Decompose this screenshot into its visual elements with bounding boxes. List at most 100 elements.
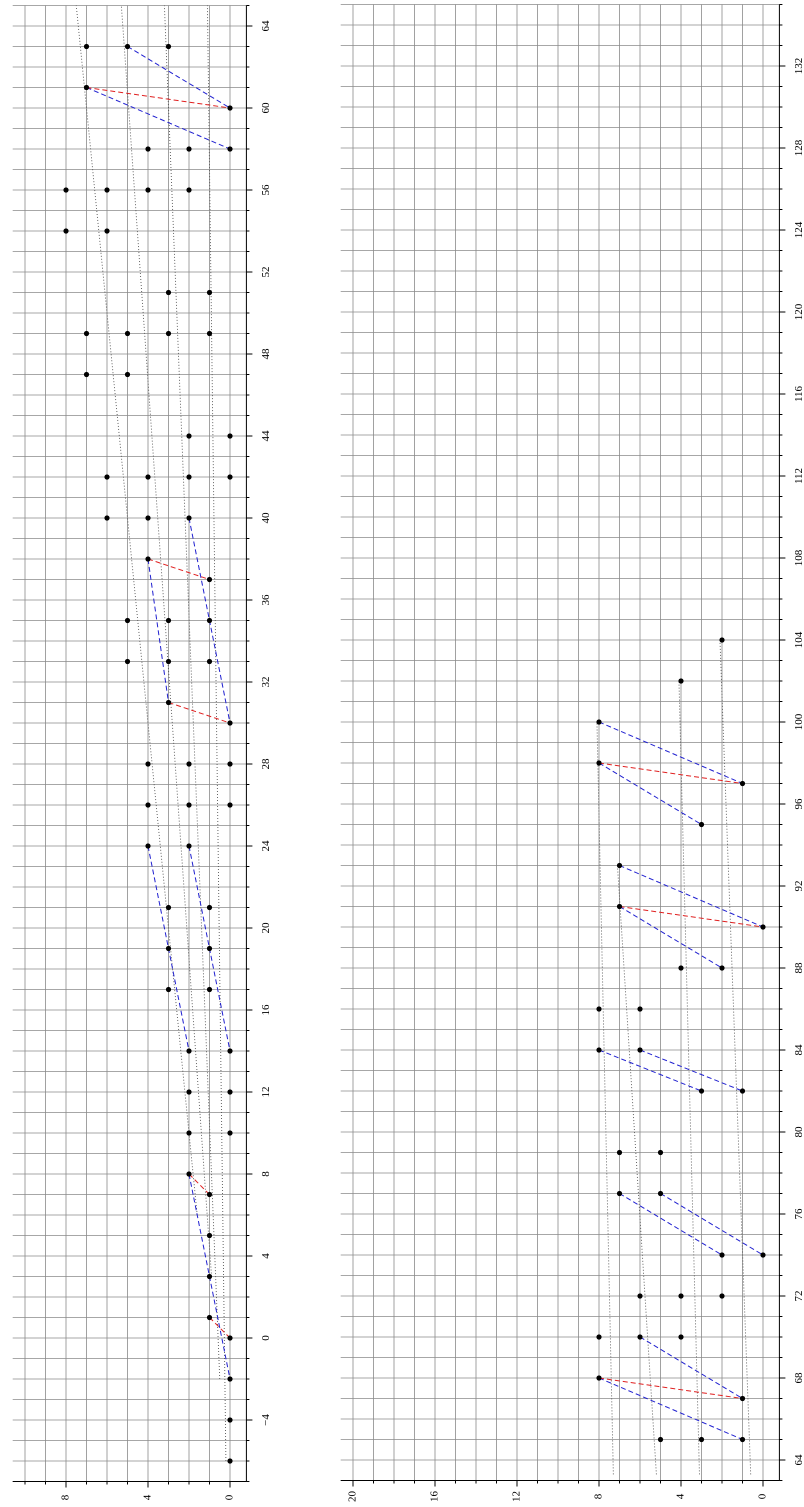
point bbox=[719, 965, 725, 971]
point bbox=[637, 1006, 643, 1012]
point bbox=[165, 945, 172, 952]
dashed-segment bbox=[619, 906, 723, 969]
point bbox=[227, 146, 233, 152]
dashed-segment bbox=[660, 1193, 764, 1256]
point bbox=[596, 719, 602, 725]
dashed-segment bbox=[86, 87, 231, 150]
point bbox=[124, 43, 131, 50]
point bbox=[206, 330, 213, 337]
dashed-segment bbox=[127, 46, 231, 109]
y-tick-label: 8 bbox=[60, 1494, 72, 1500]
x-tick-label: 68 bbox=[793, 1372, 804, 1384]
point bbox=[698, 1436, 705, 1443]
point bbox=[616, 1149, 623, 1156]
point bbox=[165, 986, 172, 993]
point bbox=[616, 1190, 623, 1197]
x-tick-label: 112 bbox=[793, 468, 804, 484]
point bbox=[206, 1191, 213, 1198]
point bbox=[186, 433, 192, 439]
y-tick-label: 12 bbox=[511, 1491, 523, 1502]
dotted-segment bbox=[617, 865, 657, 1475]
point bbox=[227, 1335, 233, 1341]
point bbox=[206, 658, 213, 665]
point bbox=[83, 371, 90, 378]
point bbox=[227, 1417, 233, 1423]
dashed-segment bbox=[188, 1173, 210, 1195]
x-tick-label: 80 bbox=[793, 1126, 804, 1138]
point bbox=[678, 965, 684, 971]
point bbox=[739, 1395, 746, 1402]
point bbox=[596, 760, 602, 766]
point bbox=[227, 1130, 233, 1136]
x-tick-label: 28 bbox=[260, 758, 272, 770]
dashed-segment bbox=[598, 1049, 702, 1092]
point bbox=[186, 1048, 192, 1054]
y-tick-label: 8 bbox=[593, 1493, 605, 1499]
point bbox=[186, 146, 192, 152]
x-tick-label: 92 bbox=[793, 881, 804, 892]
point bbox=[186, 474, 192, 480]
point bbox=[637, 1047, 643, 1053]
x-tick-label: 40 bbox=[260, 512, 272, 524]
point bbox=[227, 802, 233, 808]
point bbox=[227, 720, 233, 726]
point bbox=[145, 761, 151, 767]
point bbox=[227, 1458, 233, 1464]
x-tick-label: 16 bbox=[260, 1004, 272, 1016]
point bbox=[104, 228, 110, 234]
x-tick-label: 96 bbox=[793, 798, 804, 810]
x-tick-label: 108 bbox=[793, 549, 804, 566]
point bbox=[83, 43, 90, 50]
x-tick-label: 88 bbox=[793, 962, 804, 974]
x-tick-label: 104 bbox=[793, 631, 804, 648]
x-tick-label: 24 bbox=[260, 840, 272, 852]
dashed-segment bbox=[639, 1049, 743, 1092]
x-tick-label: 120 bbox=[793, 303, 804, 320]
point bbox=[206, 1314, 213, 1321]
dashed-segment bbox=[598, 721, 743, 784]
x-tick-label: 64 bbox=[793, 1454, 804, 1466]
point bbox=[698, 1088, 705, 1094]
point bbox=[206, 576, 213, 583]
x-tick-label: 0 bbox=[260, 1335, 272, 1341]
point bbox=[678, 678, 684, 684]
x-tick-label: 128 bbox=[793, 139, 804, 156]
x-tick-label: 4 bbox=[260, 1253, 272, 1259]
point bbox=[186, 802, 192, 808]
point bbox=[206, 1232, 213, 1239]
point bbox=[83, 330, 90, 337]
point bbox=[657, 1436, 664, 1443]
x-tick-label: 56 bbox=[260, 184, 272, 196]
point bbox=[165, 658, 172, 665]
dashed-segment bbox=[598, 762, 702, 825]
point bbox=[145, 556, 151, 562]
dotted-segment bbox=[75, 5, 198, 1216]
x-tick-label: −4 bbox=[260, 1414, 272, 1426]
point bbox=[719, 1252, 725, 1258]
point bbox=[596, 1047, 602, 1053]
point bbox=[145, 515, 151, 521]
point bbox=[596, 1334, 602, 1340]
x-tick-label: 12 bbox=[260, 1087, 272, 1098]
dotted-segment bbox=[163, 5, 221, 1380]
dotted-segment bbox=[207, 5, 227, 1462]
point bbox=[227, 761, 233, 767]
x-tick-label: 48 bbox=[260, 348, 272, 360]
point bbox=[206, 945, 213, 952]
point bbox=[719, 1293, 725, 1299]
dotted-segment bbox=[596, 721, 614, 1475]
point bbox=[104, 187, 110, 193]
point bbox=[678, 1334, 684, 1340]
point bbox=[145, 843, 151, 849]
point bbox=[104, 515, 110, 521]
dashed-segment bbox=[619, 906, 764, 928]
point bbox=[186, 761, 192, 767]
point bbox=[227, 1089, 233, 1095]
dashed-segment bbox=[619, 1193, 723, 1256]
dashed-segment bbox=[209, 1317, 231, 1339]
point bbox=[186, 1130, 192, 1136]
dashed-segment bbox=[168, 702, 231, 724]
x-tick-label: 72 bbox=[793, 1291, 804, 1302]
point bbox=[227, 1376, 233, 1382]
